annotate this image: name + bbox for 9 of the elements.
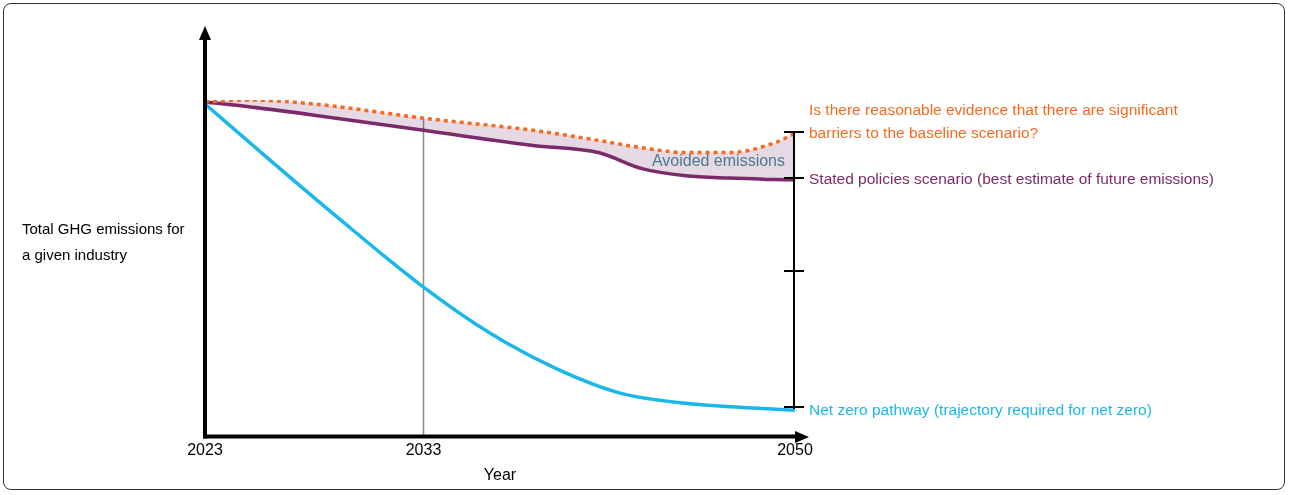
series-label: Net zero pathway (trajectory required for net zero) xyxy=(809,400,1152,418)
series-label: Is there reasonable evidence that there are significant barriers to the baseline scenario? xyxy=(809,100,1179,141)
y-axis-title: Total GHG emissions for a given industry xyxy=(22,220,185,264)
series-label: Stated policies scenario (best estimate of future emissions) xyxy=(809,170,1214,188)
x-axis-title: Year xyxy=(483,465,517,483)
annotation: Avoided emissions xyxy=(651,152,785,170)
x-tick-label: 2033 xyxy=(405,440,442,458)
x-tick-label: 2023 xyxy=(187,440,223,458)
x-tick-label: 2050 xyxy=(777,440,813,458)
